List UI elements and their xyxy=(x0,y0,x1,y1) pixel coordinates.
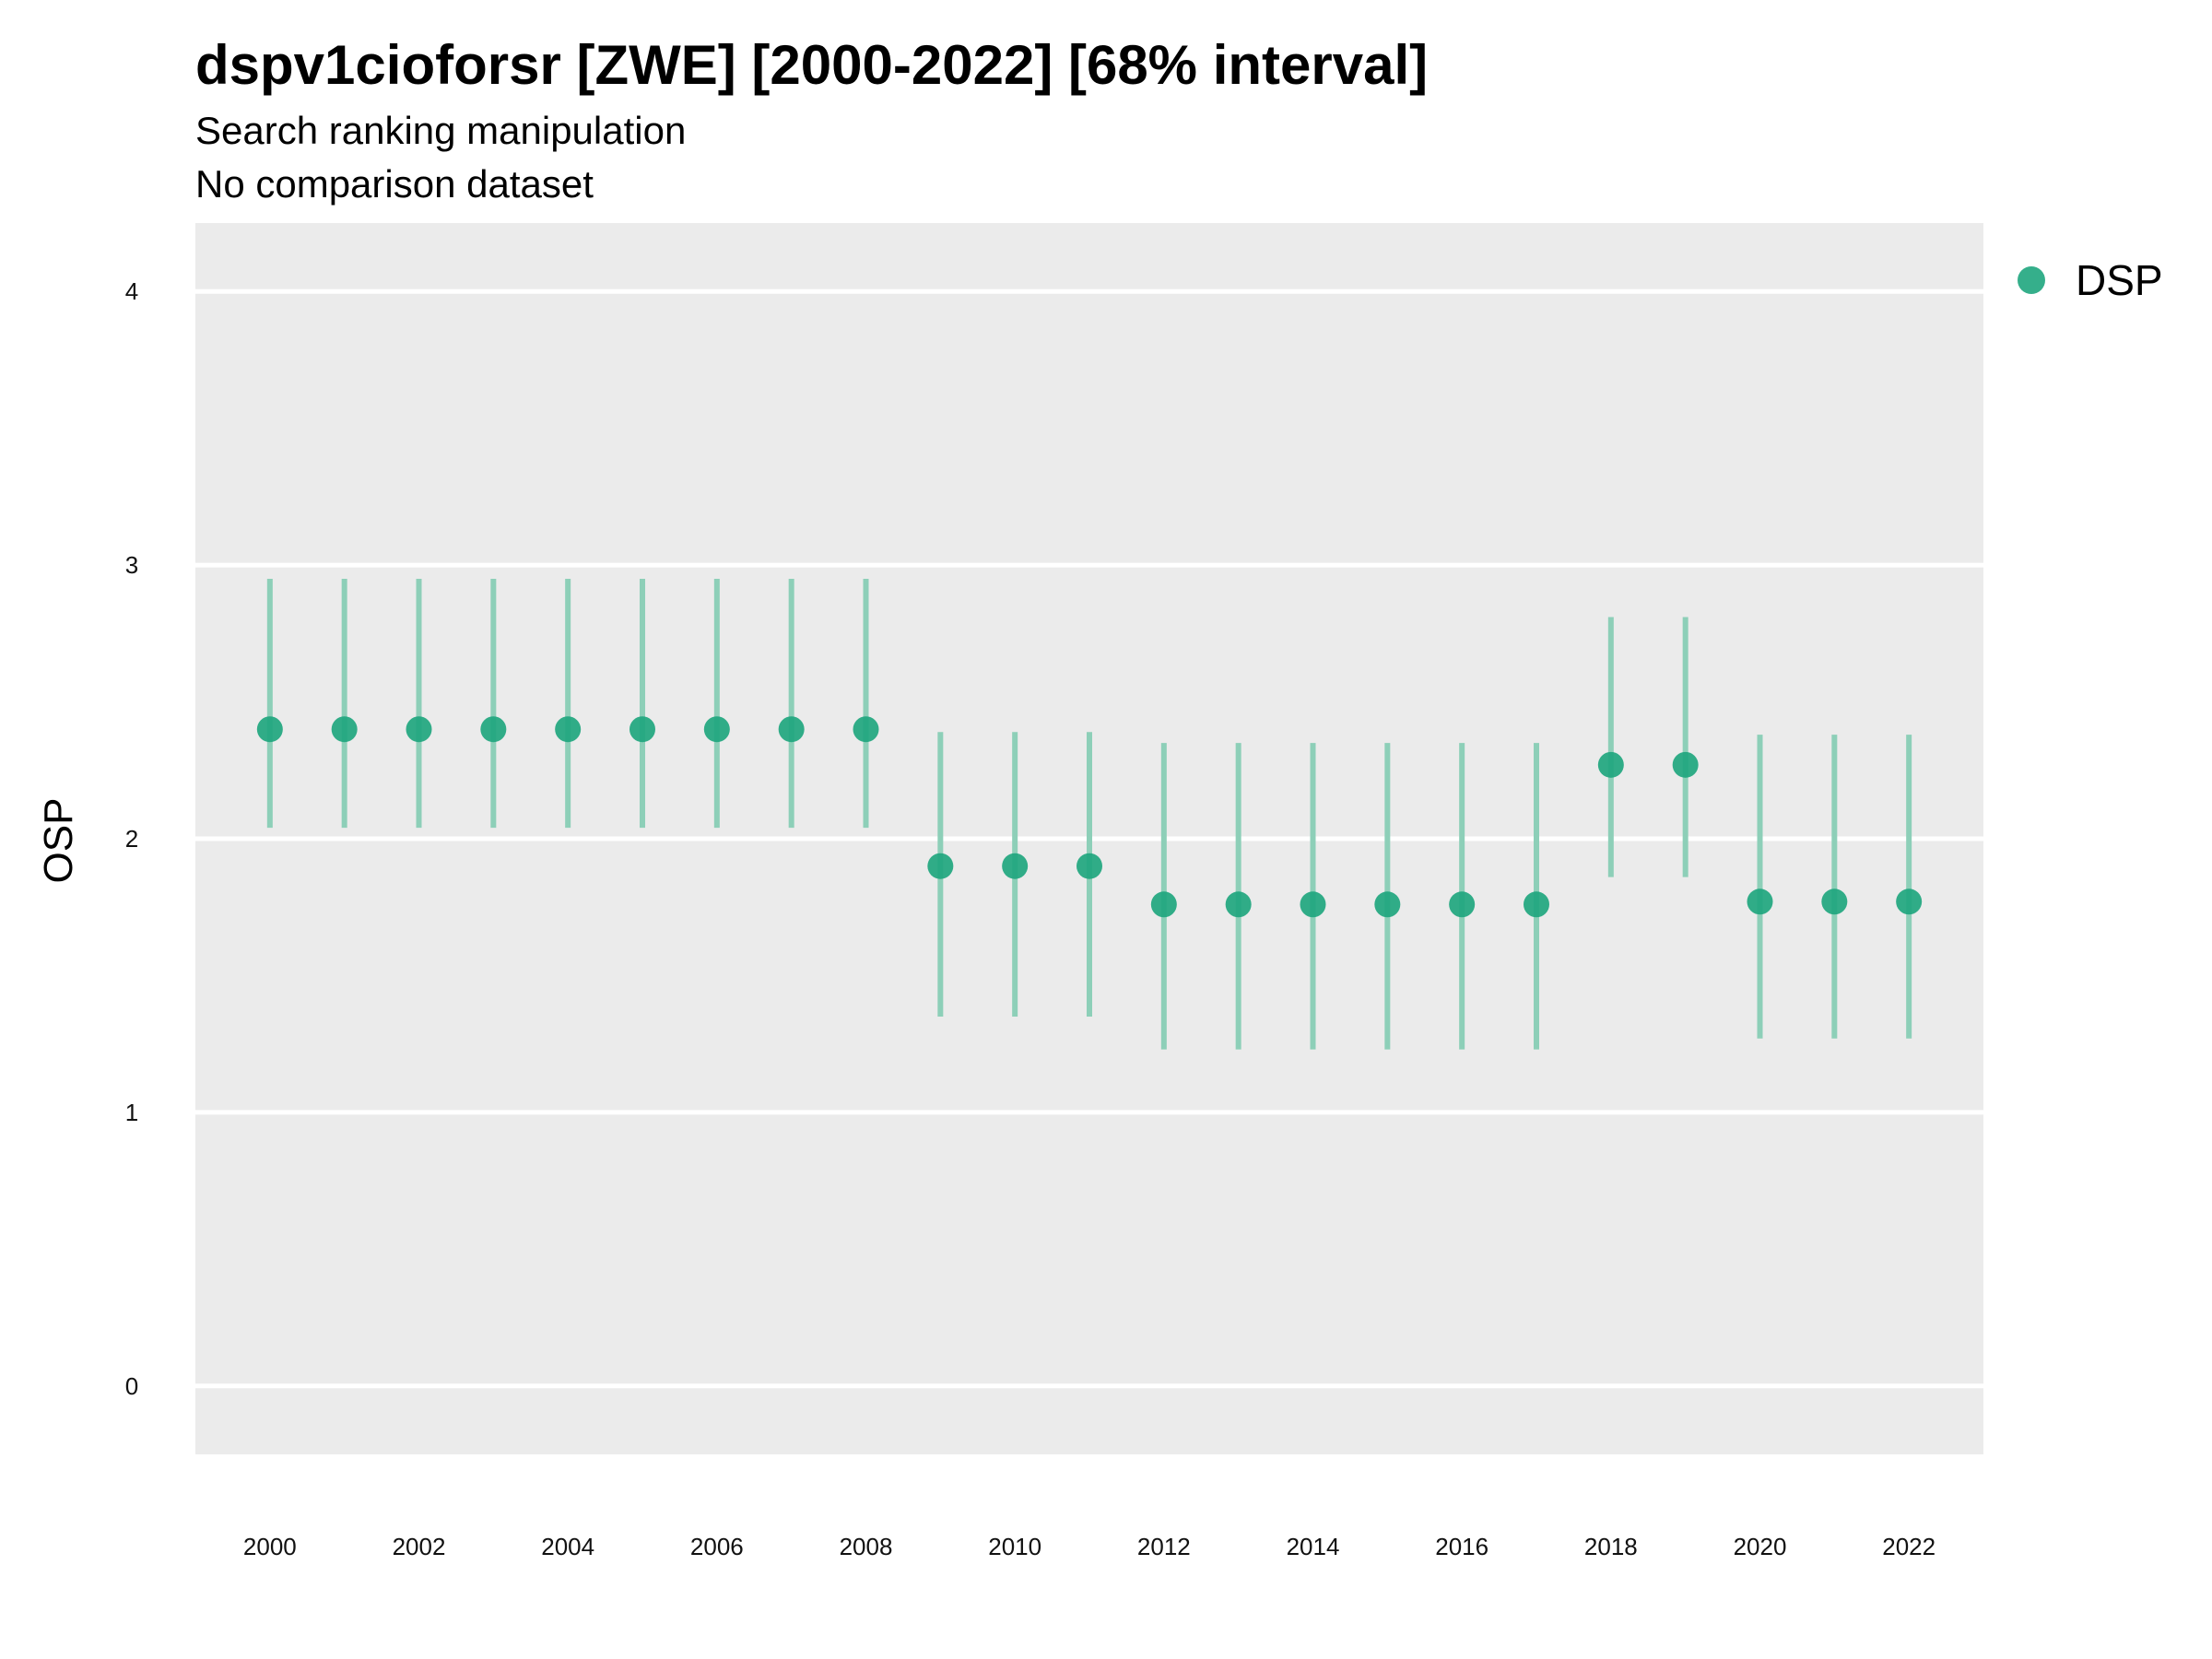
data-point-2018 xyxy=(1597,751,1624,778)
y-tick-label-3: 3 xyxy=(125,551,138,579)
x-tick-label-2010: 2010 xyxy=(988,1533,1041,1560)
x-tick-label-2022: 2022 xyxy=(1882,1533,1936,1560)
chart-title: dspv1cioforsr [ZWE] [2000-2022] [68% int… xyxy=(195,34,1429,96)
data-point-2006 xyxy=(703,716,730,743)
chart-subtitle-comparison: No comparison dataset xyxy=(195,162,594,206)
data-point-2011 xyxy=(1077,853,1102,879)
data-point-2012 xyxy=(1150,891,1177,918)
y-tick-label-4: 4 xyxy=(125,277,138,305)
data-point-2007 xyxy=(778,716,805,743)
legend-marker xyxy=(2018,266,2045,294)
data-point-2009 xyxy=(927,853,954,879)
data-point-2001 xyxy=(331,716,358,743)
data-point-2000 xyxy=(256,716,283,743)
data-point-2004 xyxy=(555,716,582,743)
data-point-2017 xyxy=(1524,891,1549,918)
legend-label-dsp: DSP xyxy=(2076,256,2163,304)
x-tick-label-2014: 2014 xyxy=(1287,1533,1340,1560)
data-point-2022 xyxy=(1896,888,1923,915)
y-axis-ticks: 0 1 2 3 4 xyxy=(125,277,138,1400)
y-tick-label-2: 2 xyxy=(125,825,138,853)
x-tick-label-2006: 2006 xyxy=(690,1533,744,1560)
legend: DSP xyxy=(2018,256,2163,304)
data-points xyxy=(256,716,1923,918)
x-axis-ticks: 2000 2002 2004 2006 2008 2010 2012 2014 2016 2018… xyxy=(243,1533,1936,1560)
data-point-2005 xyxy=(629,716,655,743)
x-tick-label-2004: 2004 xyxy=(541,1533,594,1560)
x-tick-label-2012: 2012 xyxy=(1137,1533,1191,1560)
y-tick-label-1: 1 xyxy=(125,1099,138,1126)
data-point-2008 xyxy=(853,716,879,743)
chart-subtitle: Search ranking manipulation xyxy=(195,109,687,152)
x-tick-label-2020: 2020 xyxy=(1734,1533,1787,1560)
x-tick-label-2016: 2016 xyxy=(1435,1533,1488,1560)
x-tick-label-2000: 2000 xyxy=(243,1533,297,1560)
data-point-2010 xyxy=(1002,853,1029,879)
data-point-2020 xyxy=(1747,888,1773,915)
data-point-2014 xyxy=(1300,891,1326,918)
data-point-2002 xyxy=(406,716,432,743)
data-point-2019 xyxy=(1672,751,1699,778)
data-point-2015 xyxy=(1374,891,1401,918)
data-point-2003 xyxy=(480,716,507,743)
x-tick-label-2018: 2018 xyxy=(1584,1533,1638,1560)
y-tick-label-0: 0 xyxy=(125,1372,138,1400)
data-point-2021 xyxy=(1821,888,1848,915)
data-point-2016 xyxy=(1449,891,1476,918)
x-tick-label-2008: 2008 xyxy=(840,1533,893,1560)
y-axis-label: OSP xyxy=(36,798,81,884)
data-point-2013 xyxy=(1225,891,1252,918)
x-tick-label-2002: 2002 xyxy=(393,1533,446,1560)
